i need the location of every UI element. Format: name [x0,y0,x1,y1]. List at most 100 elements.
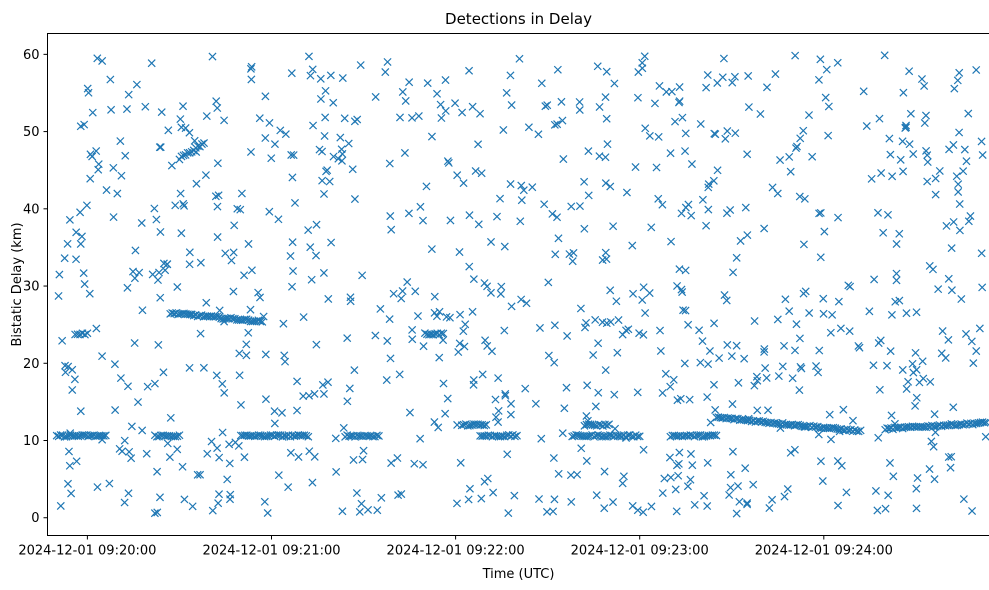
data-point [934,285,943,294]
data-point [776,156,785,165]
data-point [601,366,610,375]
data-point [790,346,800,355]
data-point [302,431,311,440]
data-point [726,483,735,492]
data-point [322,167,331,176]
data-point [218,379,227,388]
data-point [818,477,827,486]
data-point [247,75,256,84]
data-point [560,404,569,413]
data-point [255,293,265,302]
data-point [358,455,367,464]
data-point [950,84,959,93]
data-point [260,497,269,506]
data-point [123,382,132,391]
data-point [771,70,780,79]
data-point [125,447,134,456]
data-point [647,502,656,511]
data-point [329,152,338,161]
data-point [246,147,255,156]
data-point [308,65,317,74]
data-point [478,370,487,379]
data-point [192,179,201,188]
data-point [912,393,921,402]
data-point [308,478,317,487]
data-point [468,102,477,111]
data-point [122,105,131,114]
data-point [537,79,546,88]
data-point [622,326,631,335]
data-point [500,326,509,335]
data-point [299,313,308,322]
data-point [753,376,762,385]
data-point [774,372,783,381]
data-point [567,497,576,506]
data-point [86,174,95,183]
data-point [909,150,918,159]
data-point [534,130,543,139]
data-point [726,470,735,479]
data-point [102,186,111,195]
data-point [658,489,667,498]
data-point [978,150,987,160]
data-point [242,340,251,349]
data-point [877,169,886,178]
data-point [293,406,302,415]
data-point [492,212,502,221]
data-point [704,360,713,369]
data-point [318,147,327,156]
data-point [92,324,101,333]
y-tick-label: 50 [23,125,40,140]
data-point [443,394,452,403]
data-point [732,509,741,518]
data-point [247,266,256,275]
data-point [964,109,973,118]
data-point [654,194,663,203]
data-point [196,258,205,267]
data-point [304,52,313,61]
data-point [474,220,483,229]
data-point [76,407,85,416]
data-point [791,144,801,153]
data-point [702,83,711,92]
data-point [647,223,656,232]
data-point [464,495,473,504]
data-point [954,187,963,196]
data-point [884,491,893,500]
data-point [744,71,753,80]
data-point [212,97,221,106]
data-point [202,298,211,307]
data-point [235,371,244,380]
data-point [494,418,503,427]
data-point [150,509,159,518]
data-point [516,217,525,226]
data-point [722,209,731,218]
data-point [430,292,439,301]
data-point [542,507,552,516]
data-point [163,260,172,269]
data-point [179,151,188,160]
data-point [695,326,704,335]
data-point [235,349,244,358]
data-point [901,121,911,130]
data-point [491,413,501,422]
data-point [306,71,315,80]
data-point [792,320,801,329]
data-point [582,411,591,421]
data-point [218,428,227,437]
data-point [727,352,736,361]
data-point [880,51,889,60]
data-point [721,134,730,143]
data-point [455,339,464,348]
data-point [436,100,445,109]
data-point [826,328,835,337]
data-point [816,55,825,64]
data-point [968,506,977,516]
data-point [765,504,774,513]
data-point [439,336,448,345]
data-point [506,71,515,80]
data-point [113,189,122,198]
data-point [497,282,506,291]
data-point [312,340,321,349]
data-point [65,461,74,470]
